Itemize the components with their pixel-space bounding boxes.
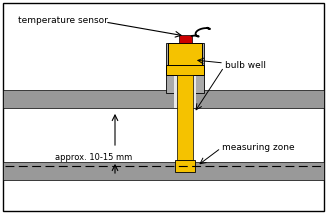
Bar (174, 75, 196, 108)
Text: temperature sensor: temperature sensor (18, 15, 108, 24)
Bar (177, 75, 193, 160)
Bar (179, 35, 192, 43)
Bar (3, 90, 324, 108)
Bar (3, 162, 324, 180)
Text: approx. 10-15 mm: approx. 10-15 mm (55, 153, 132, 162)
Bar (168, 43, 202, 65)
Bar (175, 160, 195, 172)
Bar (166, 43, 204, 93)
Text: bulb well: bulb well (225, 61, 266, 70)
Bar (166, 65, 204, 75)
Text: measuring zone: measuring zone (222, 144, 295, 153)
